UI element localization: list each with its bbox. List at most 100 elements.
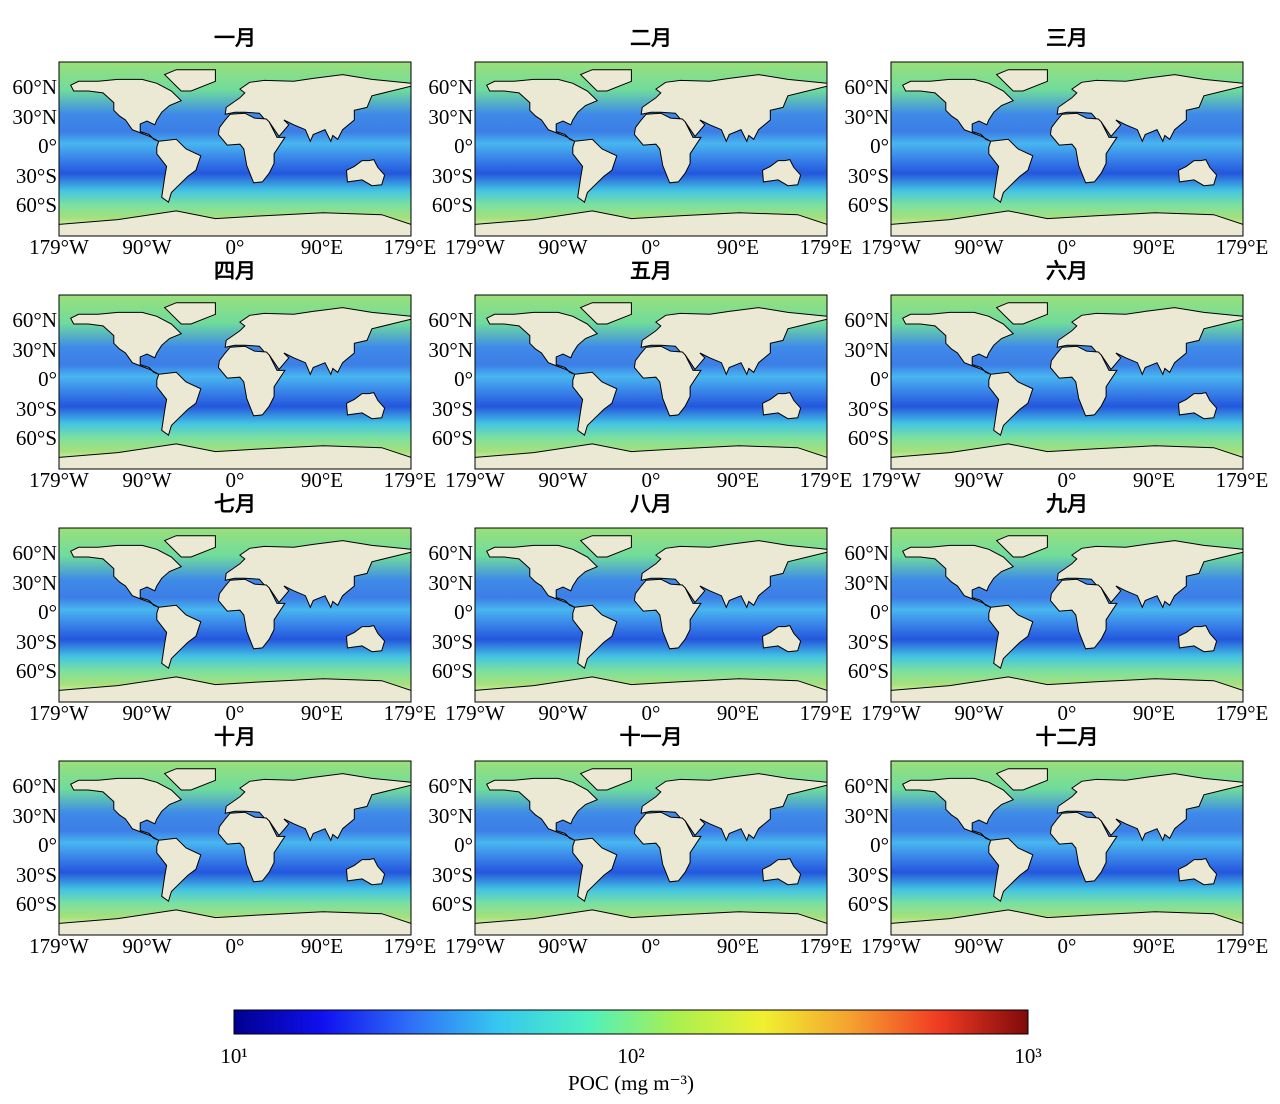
lat-label: 30°N — [428, 338, 473, 362]
panel-title: 十月 — [214, 725, 256, 749]
land — [633, 811, 702, 883]
lon-label: 90°E — [301, 934, 343, 958]
land — [633, 578, 702, 650]
land — [1177, 625, 1218, 653]
lon-label: 90°E — [1133, 701, 1175, 725]
lon-label: 179°W — [29, 701, 89, 725]
land — [579, 69, 632, 92]
land — [345, 858, 386, 886]
lat-label: 60°S — [16, 892, 57, 916]
land — [163, 69, 216, 92]
lat-label: 60°S — [16, 193, 57, 217]
lon-label: 179°W — [445, 934, 505, 958]
land — [59, 443, 411, 469]
map-panel: 三月 60°N 30°N 0° 30°S 60°S 179°W 90°W 0° 90°E 179°E — [844, 26, 1268, 259]
land — [345, 159, 386, 187]
map-frame — [890, 760, 1244, 936]
lat-label: 30°S — [432, 863, 473, 887]
land — [995, 535, 1048, 558]
lon-label: 90°W — [122, 468, 171, 492]
lon-label: 179°W — [445, 235, 505, 259]
land — [1049, 578, 1118, 650]
land — [891, 210, 1243, 236]
lon-label: 179°E — [384, 468, 437, 492]
map-frame — [58, 61, 412, 237]
map-panel: 九月 60°N 30°N 0° 30°S 60°S 179°W 90°W 0° 90°E 179°E — [844, 492, 1268, 725]
land — [486, 777, 599, 841]
land — [1056, 74, 1243, 143]
lat-label: 30°S — [848, 164, 889, 188]
lon-label: 0° — [226, 468, 245, 492]
lat-label: 30°S — [848, 863, 889, 887]
lat-label: 30°N — [12, 338, 57, 362]
panel-title: 二月 — [630, 26, 672, 50]
land — [640, 773, 827, 842]
lat-label: 60°S — [848, 193, 889, 217]
lat-label: 30°N — [844, 338, 889, 362]
lon-label: 179°W — [29, 468, 89, 492]
lat-label: 60°N — [428, 75, 473, 99]
land — [761, 858, 802, 886]
lat-label: 0° — [454, 367, 473, 391]
lon-label: 90°W — [954, 468, 1003, 492]
lon-label: 90°E — [1133, 468, 1175, 492]
lat-label: 0° — [454, 134, 473, 158]
lon-label: 90°E — [301, 235, 343, 259]
lat-label: 30°S — [16, 397, 57, 421]
lon-label: 90°W — [954, 701, 1003, 725]
lat-label: 60°S — [16, 659, 57, 683]
panel-title: 三月 — [1046, 26, 1088, 50]
lat-label: 60°S — [432, 193, 473, 217]
lat-label: 0° — [870, 833, 889, 857]
land — [579, 302, 632, 325]
map-frame — [890, 527, 1244, 703]
land — [902, 78, 1015, 142]
lat-label: 30°S — [432, 397, 473, 421]
lon-label: 179°E — [384, 934, 437, 958]
lon-label: 90°W — [122, 934, 171, 958]
land — [1049, 345, 1118, 417]
land — [633, 112, 702, 184]
land — [1177, 159, 1218, 187]
land — [1056, 540, 1243, 609]
land — [891, 443, 1243, 469]
land — [995, 302, 1048, 325]
lon-label: 90°E — [1133, 235, 1175, 259]
land — [902, 544, 1015, 608]
map-frame — [58, 294, 412, 470]
lat-label: 0° — [870, 367, 889, 391]
lon-label: 179°W — [29, 235, 89, 259]
colorbar — [233, 1009, 1029, 1035]
map-frame — [474, 61, 828, 237]
land — [70, 544, 183, 608]
panel-title: 八月 — [630, 492, 672, 516]
land — [988, 138, 1034, 204]
colorbar-tick-label: 10¹ — [220, 1044, 247, 1068]
panel-title: 九月 — [1045, 492, 1088, 516]
lon-label: 179°E — [1216, 701, 1269, 725]
panel-title: 六月 — [1046, 259, 1088, 283]
lon-label: 90°W — [538, 235, 587, 259]
lat-label: 60°S — [432, 892, 473, 916]
lon-label: 179°E — [800, 235, 853, 259]
map-frame — [58, 760, 412, 936]
map-panel: 十月 60°N 30°N 0° 30°S 60°S 179°W 90°W 0° 90°E 179°E — [12, 725, 436, 958]
lon-label: 179°W — [445, 468, 505, 492]
land — [640, 74, 827, 143]
lat-label: 30°N — [428, 571, 473, 595]
land — [224, 307, 411, 376]
lon-label: 0° — [642, 701, 661, 725]
lat-label: 60°N — [12, 541, 57, 565]
map-panel: 五月 60°N 30°N 0° 30°S 60°S 179°W 90°W 0° 90°E 179°E — [428, 259, 852, 492]
land — [891, 676, 1243, 702]
map-panel: 四月 60°N 30°N 0° 30°S 60°S 179°W 90°W 0° 90°E 179°E — [12, 259, 436, 492]
lon-label: 0° — [642, 468, 661, 492]
lat-label: 0° — [38, 134, 57, 158]
land — [475, 210, 827, 236]
lon-label: 90°E — [301, 701, 343, 725]
land — [891, 909, 1243, 935]
land — [486, 544, 599, 608]
lat-label: 30°N — [844, 804, 889, 828]
lon-label: 90°E — [1133, 934, 1175, 958]
map-frame — [58, 527, 412, 703]
